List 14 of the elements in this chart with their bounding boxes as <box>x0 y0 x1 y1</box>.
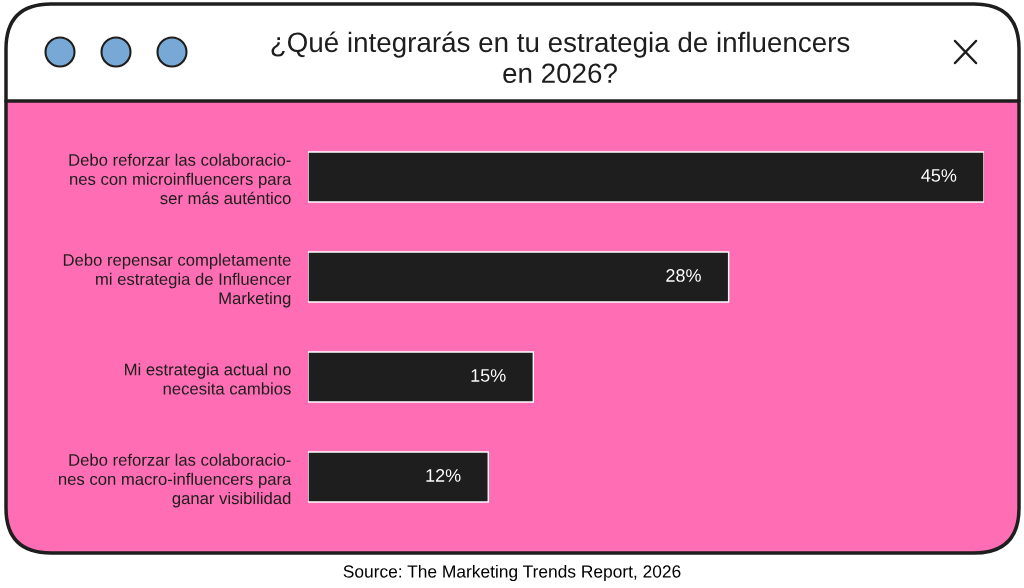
data-label: 28% <box>666 269 701 282</box>
y-tick-label: Debo reforzar las colaboracio- nes con macro-influencers para ganar visibilidad <box>59 453 292 508</box>
bar <box>308 151 984 203</box>
bar <box>308 251 730 303</box>
data-label: 45% <box>921 169 957 182</box>
bar <box>308 351 535 403</box>
y-tick-label: Debo reforzar las colaboracio- nes con microinfluencers para ser más auténtico <box>69 153 292 205</box>
chart-title: ¿Qué integrarás en tu estrategia de influencers en 2026? <box>271 31 850 84</box>
y-tick-label: Mi estrategia actual no necesita cambios <box>125 363 291 395</box>
source-note: Source: The Marketing Trends Report, 2026 <box>343 564 681 582</box>
bar <box>308 451 489 503</box>
data-label: 12% <box>426 469 461 482</box>
y-tick-label: Debo repensar completamente mi estrategia de Influencer Marketing <box>63 253 292 308</box>
data-label: 15% <box>471 369 506 382</box>
